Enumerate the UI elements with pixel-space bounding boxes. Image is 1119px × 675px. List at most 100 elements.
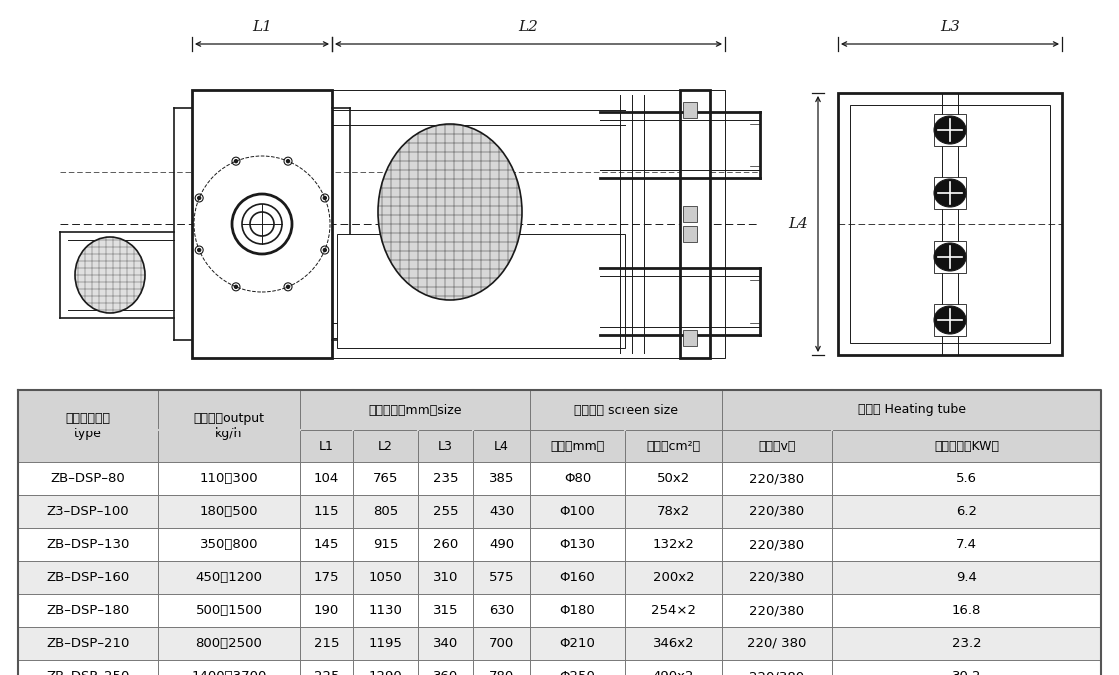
Bar <box>626 462 722 495</box>
Text: L1: L1 <box>252 20 272 34</box>
Bar <box>473 495 530 528</box>
Bar <box>18 627 158 660</box>
Bar <box>332 90 725 358</box>
Bar <box>352 495 419 528</box>
Bar <box>419 462 473 495</box>
Bar <box>18 660 158 675</box>
Bar <box>473 561 530 594</box>
Bar <box>833 528 1101 561</box>
Bar <box>158 495 300 528</box>
Bar <box>300 561 352 594</box>
Circle shape <box>198 248 200 252</box>
Text: 255: 255 <box>433 505 459 518</box>
Bar <box>352 430 419 462</box>
Bar <box>838 93 1062 355</box>
Bar <box>18 528 158 561</box>
Bar <box>530 627 626 660</box>
Bar <box>419 390 473 430</box>
Bar <box>833 561 1101 594</box>
Bar <box>352 528 419 561</box>
Text: 9.4: 9.4 <box>956 571 977 584</box>
Bar <box>300 462 352 495</box>
Text: 220/380: 220/380 <box>750 538 805 551</box>
Bar <box>683 226 697 242</box>
Text: 450～1200: 450～1200 <box>196 571 263 584</box>
Bar <box>473 528 530 561</box>
Text: L3: L3 <box>438 439 453 452</box>
Bar <box>300 390 352 430</box>
Text: 310: 310 <box>433 571 458 584</box>
Circle shape <box>286 286 290 288</box>
Text: 800～2500: 800～2500 <box>196 637 263 650</box>
Bar <box>722 430 833 462</box>
Text: ZB–DSP–250: ZB–DSP–250 <box>46 670 130 675</box>
Text: Φ210: Φ210 <box>560 637 595 650</box>
Text: Φ100: Φ100 <box>560 505 595 518</box>
Bar <box>352 390 419 430</box>
Bar <box>683 206 697 222</box>
Text: 1050: 1050 <box>368 571 403 584</box>
Text: 780: 780 <box>489 670 514 675</box>
Bar <box>419 430 473 462</box>
Text: Φ250: Φ250 <box>560 670 595 675</box>
Bar <box>18 390 158 462</box>
Bar <box>352 660 419 675</box>
Bar <box>158 627 300 660</box>
Text: Z3–DSP–100: Z3–DSP–100 <box>47 505 130 518</box>
Text: L2: L2 <box>378 439 393 452</box>
Bar <box>300 660 352 675</box>
Text: 220/380: 220/380 <box>750 604 805 617</box>
Text: 200x2: 200x2 <box>652 571 694 584</box>
Bar <box>300 528 352 561</box>
Bar <box>530 660 626 675</box>
Text: 805: 805 <box>373 505 398 518</box>
Text: 260: 260 <box>433 538 458 551</box>
Circle shape <box>235 286 237 288</box>
Text: 500～1500: 500～1500 <box>196 604 263 617</box>
Bar <box>626 390 722 430</box>
Text: 430: 430 <box>489 505 514 518</box>
Text: 电压（v）: 电压（v） <box>759 439 796 452</box>
Text: Φ130: Φ130 <box>560 538 595 551</box>
Bar <box>722 561 833 594</box>
Ellipse shape <box>934 179 966 207</box>
Circle shape <box>286 160 290 163</box>
Text: 110～300: 110～300 <box>199 472 258 485</box>
Ellipse shape <box>378 124 521 300</box>
Text: 6.2: 6.2 <box>956 505 977 518</box>
Bar <box>158 430 300 462</box>
Text: 产品规格型号
type: 产品规格型号 type <box>66 412 111 440</box>
Text: 78x2: 78x2 <box>657 505 690 518</box>
Bar <box>158 462 300 495</box>
Text: L3: L3 <box>940 20 960 34</box>
Text: 滤网尺寸 screen size: 滤网尺寸 screen size <box>574 404 678 416</box>
Text: 1130: 1130 <box>368 604 403 617</box>
Circle shape <box>198 196 200 200</box>
Text: 346x2: 346x2 <box>652 637 694 650</box>
Text: 220/ 380: 220/ 380 <box>747 637 807 650</box>
Bar <box>473 594 530 627</box>
Text: 315: 315 <box>433 604 459 617</box>
Text: 30.2: 30.2 <box>952 670 981 675</box>
Bar <box>530 528 626 561</box>
Text: 340: 340 <box>433 637 458 650</box>
Bar <box>833 594 1101 627</box>
Bar <box>530 390 626 430</box>
Bar <box>419 495 473 528</box>
Bar <box>722 390 833 430</box>
Bar <box>833 462 1101 495</box>
Bar <box>722 495 833 528</box>
Bar <box>530 495 626 528</box>
Text: 直径（mm）: 直径（mm） <box>551 439 604 452</box>
Text: 16.8: 16.8 <box>952 604 981 617</box>
Text: 254×2: 254×2 <box>651 604 696 617</box>
Bar <box>18 495 158 528</box>
Bar <box>934 304 966 336</box>
Text: 235: 235 <box>433 472 459 485</box>
Bar <box>934 241 966 273</box>
Bar <box>18 561 158 594</box>
Text: 加热器 Heating tube: 加热器 Heating tube <box>857 404 966 416</box>
Text: L4: L4 <box>788 217 808 231</box>
Bar <box>626 561 722 594</box>
Bar <box>192 90 332 358</box>
